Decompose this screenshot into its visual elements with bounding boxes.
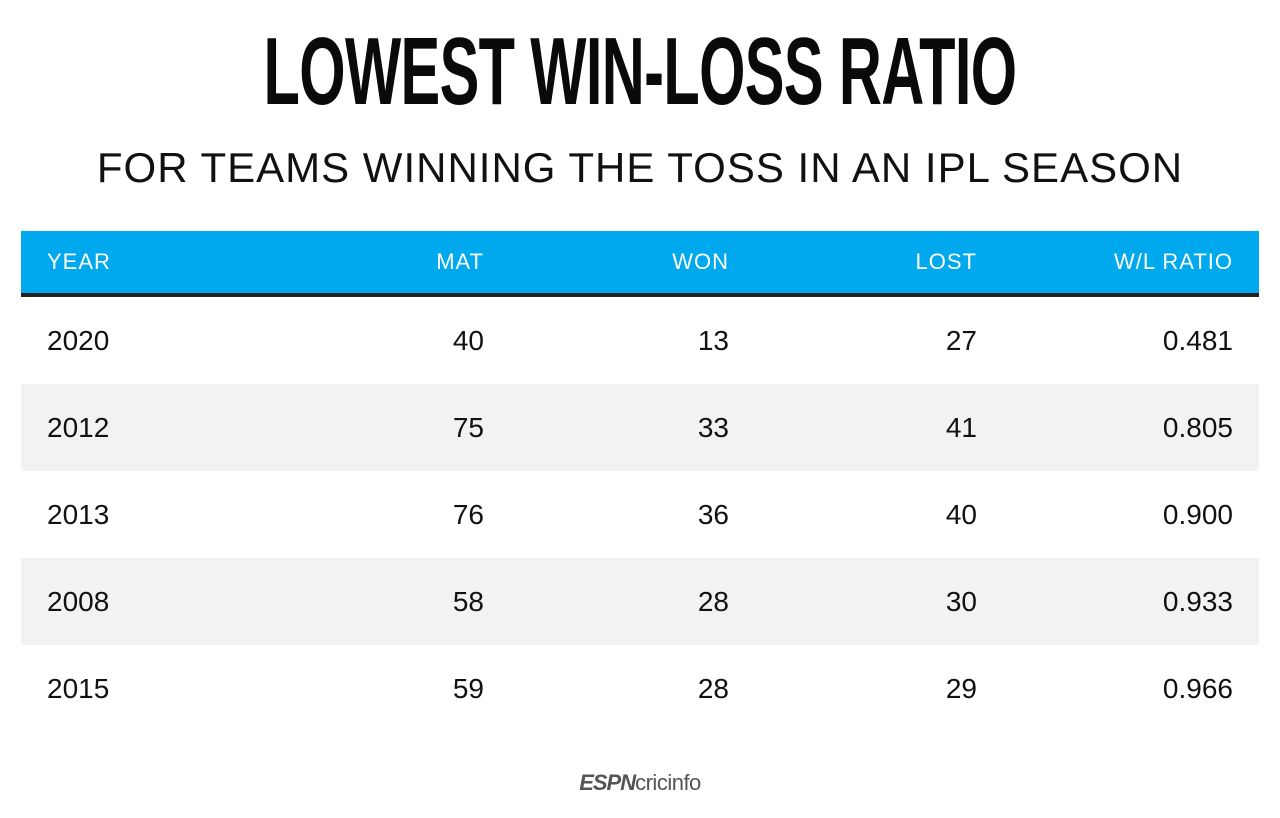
cell-won: 33 xyxy=(697,411,729,443)
cell-mat: 58 xyxy=(452,585,484,617)
logo-cricinfo: cricinfo xyxy=(635,770,701,795)
table-row: 2013 76 36 40 0.900 xyxy=(21,471,1259,558)
cell-won: 13 xyxy=(697,324,729,356)
cell-lost: 30 xyxy=(945,585,977,617)
cell-lost: 40 xyxy=(945,498,977,530)
table-row: 2012 75 33 41 0.805 xyxy=(21,384,1259,471)
header-mat: MAT xyxy=(436,249,484,274)
table-header: YEAR MAT WON LOST W/L RATIO xyxy=(21,231,1259,297)
cell-year: 2012 xyxy=(47,411,110,443)
chart-subtitle: FOR TEAMS WINNING THE TOSS IN AN IPL SEA… xyxy=(96,144,1184,191)
cell-lost: 29 xyxy=(945,672,977,704)
table-row: 2015 59 28 29 0.966 xyxy=(21,645,1259,732)
cell-lost: 41 xyxy=(945,411,977,443)
cell-mat: 59 xyxy=(452,672,484,704)
chart-title: LOWEST WIN-LOSS RATIO xyxy=(263,18,1018,125)
cell-won: 36 xyxy=(697,498,729,530)
header-lost: LOST xyxy=(915,249,977,274)
cell-wl-ratio: 0.481 xyxy=(1162,324,1233,356)
header-won: WON xyxy=(672,249,729,274)
cell-year: 2015 xyxy=(47,672,110,704)
header-year: YEAR xyxy=(47,249,111,274)
stats-table: YEAR MAT WON LOST W/L RATIO 2020 40 13 2… xyxy=(21,231,1259,732)
cell-wl-ratio: 0.900 xyxy=(1162,498,1233,530)
cell-won: 28 xyxy=(697,672,729,704)
cell-won: 28 xyxy=(697,585,729,617)
cell-year: 2013 xyxy=(47,498,110,530)
cell-wl-ratio: 0.805 xyxy=(1162,411,1233,443)
cell-mat: 76 xyxy=(452,498,484,530)
header-wl-ratio: W/L RATIO xyxy=(1114,249,1233,274)
table-row: 2020 40 13 27 0.481 xyxy=(21,297,1259,384)
cell-wl-ratio: 0.966 xyxy=(1162,672,1233,704)
cell-year: 2020 xyxy=(47,324,110,356)
cell-mat: 40 xyxy=(452,324,484,356)
table-row: 2008 58 28 30 0.933 xyxy=(21,558,1259,645)
cell-lost: 27 xyxy=(945,324,977,356)
espncricinfo-logo: ESPNcricinfo xyxy=(0,770,1280,796)
cell-wl-ratio: 0.933 xyxy=(1162,585,1233,617)
logo-espn: ESPN xyxy=(579,770,636,795)
cell-year: 2008 xyxy=(47,585,110,617)
cell-mat: 75 xyxy=(452,411,484,443)
